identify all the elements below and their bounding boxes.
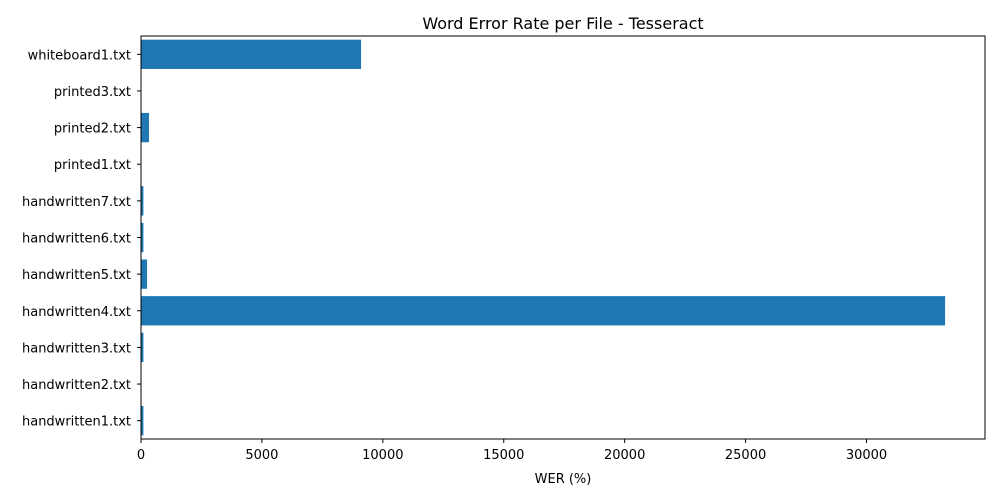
y-axis-ticks: handwritten1.txt handwritten2.txt handwrit…	[22, 48, 141, 430]
y-tick-label: handwritten1.txt	[22, 415, 131, 430]
x-tick-label: 10000	[362, 448, 403, 463]
x-tick-label: 0	[137, 448, 145, 463]
plot-frame	[140, 35, 986, 440]
bar-handwritten6	[141, 222, 144, 253]
x-axis-ticks: 0 5000 10000 15000 20000 25000 30000	[137, 439, 887, 463]
y-tick-label: handwritten6.txt	[22, 232, 131, 247]
y-tick-label: printed2.txt	[54, 122, 131, 137]
x-tick-label: 30000	[846, 448, 887, 463]
chart-title: Word Error Rate per File - Tesseract	[422, 14, 703, 33]
bar-whiteboard1	[141, 39, 362, 69]
x-tick-label: 25000	[725, 448, 766, 463]
x-tick-label: 15000	[483, 448, 524, 463]
bars-layer	[141, 39, 946, 436]
bar-handwritten1	[141, 406, 144, 436]
bar-handwritten4	[141, 296, 946, 326]
bar-handwritten7	[141, 186, 144, 216]
y-tick-label: handwritten5.txt	[22, 268, 131, 283]
y-tick-label: handwritten7.txt	[22, 195, 131, 210]
x-tick-label: 20000	[604, 448, 645, 463]
y-tick-label: handwritten3.txt	[22, 341, 131, 356]
bar-handwritten5	[141, 259, 148, 289]
y-tick-label: handwritten4.txt	[22, 305, 131, 320]
bar-printed2	[141, 112, 149, 143]
x-axis-label: WER (%)	[535, 472, 592, 487]
y-tick-label: printed3.txt	[54, 85, 131, 100]
x-tick-label: 5000	[245, 448, 278, 463]
y-tick-label: printed1.txt	[54, 158, 131, 173]
y-tick-label: handwritten2.txt	[22, 378, 131, 393]
y-tick-label: whiteboard1.txt	[28, 48, 131, 63]
bar-handwritten3	[141, 332, 144, 363]
